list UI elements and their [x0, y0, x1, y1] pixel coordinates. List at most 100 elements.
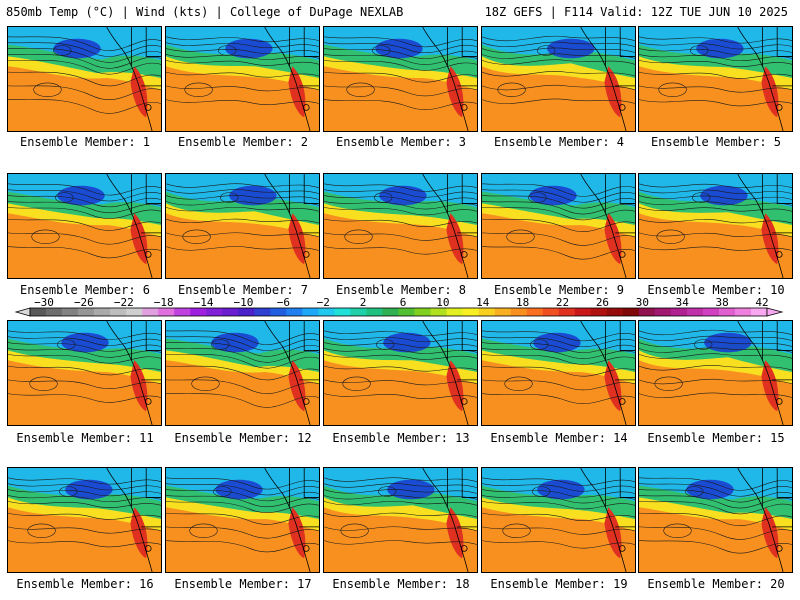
heat-core [130, 213, 148, 265]
map-title: 850mb Temp (°C) | Wind (kts) | College o… [6, 5, 404, 19]
coastline [264, 468, 319, 572]
colorbar-swatch [270, 308, 287, 316]
coastline [422, 27, 477, 131]
ensemble-member-label: Ensemble Member: 16 [16, 577, 154, 591]
colorbar-tick-label: 42 [755, 296, 768, 309]
low-pressure-icon [302, 545, 310, 552]
low-pressure-icon [618, 545, 626, 552]
temperature-wind-map [639, 174, 792, 278]
coastline [264, 27, 319, 131]
cold-core [533, 332, 581, 353]
height-contours [324, 36, 477, 110]
cold-core [65, 479, 113, 500]
ensemble-member-label: Ensemble Member: 15 [647, 431, 785, 445]
ensemble-member-label: Ensemble Member: 6 [19, 283, 151, 297]
coastline [580, 468, 635, 572]
low-pressure-icon [460, 545, 468, 552]
colorbar-swatch [702, 308, 720, 316]
cold-core [375, 38, 423, 59]
colorbar-swatch [558, 308, 576, 316]
ensemble-member-label: Ensemble Member: 13 [332, 431, 470, 445]
colorbar-tick-label: −30 [34, 296, 54, 309]
heat-core [761, 507, 779, 559]
temperature-wind-map [639, 468, 792, 572]
height-contours [166, 183, 319, 251]
coastline [106, 27, 161, 131]
temperature-wind-map [482, 321, 635, 425]
colorbar-swatch [526, 308, 543, 316]
colorbar-swatch [734, 308, 752, 316]
height-contours [324, 477, 477, 545]
ensemble-member-label: Ensemble Member: 5 [650, 135, 782, 149]
header: 850mb Temp (°C) | Wind (kts) | College o… [0, 0, 800, 24]
cold-core [215, 479, 263, 500]
height-contours [166, 330, 319, 408]
temperature-wind-map [482, 27, 635, 131]
temperature-wind-map [482, 174, 635, 278]
low-pressure-icon [460, 104, 468, 111]
ensemble-member-map [638, 26, 793, 132]
coastline [106, 468, 161, 572]
coastline [264, 321, 319, 425]
ensemble-member-map [481, 26, 636, 132]
colorbar-swatch [238, 308, 255, 316]
coastline [422, 468, 477, 572]
low-pressure-icon [144, 545, 152, 552]
ensemble-member-label: Ensemble Member: 8 [335, 283, 467, 297]
coastline [737, 174, 792, 278]
colorbar-swatch [670, 308, 688, 316]
colorbar-swatch [174, 308, 191, 316]
colorbar-swatch [302, 308, 319, 316]
low-pressure-icon [460, 398, 468, 405]
colorbar-swatch [382, 308, 399, 316]
cold-core [387, 479, 435, 500]
ensemble-member-map [323, 173, 478, 279]
valid-time-title: 18Z GEFS | F114 Valid: 12Z TUE JUN 10 20… [484, 5, 788, 19]
colorbar-swatch [510, 308, 527, 316]
coastline [737, 27, 792, 131]
ensemble-member-label: Ensemble Member: 2 [177, 135, 309, 149]
colorbar-swatch [334, 308, 351, 316]
temperature-wind-map [8, 321, 161, 425]
colorbar-tick-label: 34 [676, 296, 690, 309]
colorbar-swatch [222, 308, 239, 316]
temperature-wind-map [324, 468, 477, 572]
colorbar-swatch [494, 308, 511, 316]
temperature-wind-map [639, 321, 792, 425]
heat-core [288, 213, 306, 265]
colorbar-tick-label: 26 [596, 296, 609, 309]
ensemble-member-map [7, 467, 162, 573]
ensemble-member-label: Ensemble Member: 7 [177, 283, 309, 297]
heat-core [604, 360, 622, 412]
low-pressure-icon [775, 251, 783, 258]
coastline [580, 321, 635, 425]
coastline [264, 174, 319, 278]
ensemble-member-label: Ensemble Member: 9 [493, 283, 625, 297]
colorbar-tick-label: −22 [114, 296, 134, 309]
colorbar-swatch [750, 308, 768, 316]
ensemble-member-map [165, 26, 320, 132]
heat-core [446, 66, 464, 118]
temperature-wind-map [166, 321, 319, 425]
coastline [106, 174, 161, 278]
colorbar-swatch [366, 308, 383, 316]
colorbar-tick-label: −10 [234, 296, 254, 309]
ensemble-member-map [638, 320, 793, 426]
colorbar-swatch [606, 308, 624, 316]
colorbar-tick-label: 38 [715, 296, 728, 309]
low-pressure-icon [775, 398, 783, 405]
temperature-wind-map [166, 27, 319, 131]
ensemble-member-map [7, 173, 162, 279]
low-pressure-icon [144, 398, 152, 405]
temperature-wind-map [482, 468, 635, 572]
colorbar-tick-label: −2 [317, 296, 330, 309]
ensemble-member-map [323, 320, 478, 426]
ensemble-member-map [481, 320, 636, 426]
low-pressure-icon [618, 398, 626, 405]
heat-core [761, 66, 779, 118]
coastline [737, 321, 792, 425]
temperature-wind-map [166, 174, 319, 278]
low-pressure-icon [144, 251, 152, 258]
temperature-wind-map [324, 27, 477, 131]
temperature-wind-map [166, 468, 319, 572]
